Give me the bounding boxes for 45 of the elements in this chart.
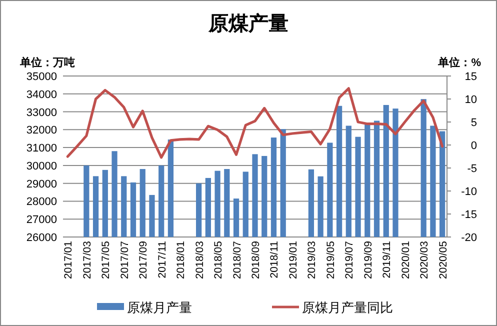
y-tick-label: 35000 bbox=[26, 71, 57, 83]
x-tick-label: 2018/11 bbox=[268, 240, 281, 278]
x-tick-label: 2017/05 bbox=[100, 240, 112, 279]
x-tick-label: 2017/03 bbox=[81, 240, 94, 279]
y2-tick-label: 0 bbox=[470, 140, 477, 152]
y2-tick-label: 15 bbox=[464, 71, 477, 83]
y2-tick-label: -10 bbox=[461, 186, 477, 198]
line-series bbox=[66, 87, 444, 159]
y2-tick-label: -5 bbox=[467, 163, 477, 175]
x-tick-label: 2020/01 bbox=[400, 240, 412, 279]
x-tick-label: 2019/07 bbox=[344, 240, 356, 279]
x-tick-label: 2017/07 bbox=[118, 240, 131, 279]
x-tick-label: 2020/05 bbox=[437, 240, 450, 279]
y-tick-label: 33000 bbox=[26, 106, 57, 119]
y-tick-label: 28000 bbox=[26, 196, 57, 208]
x-tick-label: 2017/11 bbox=[156, 240, 168, 278]
x-tick-label: 2017/09 bbox=[138, 240, 150, 279]
y-tick-label: 31000 bbox=[26, 142, 57, 155]
x-tick-label: 2019/03 bbox=[306, 240, 318, 279]
x-tick-label: 2018/03 bbox=[194, 240, 206, 279]
y-tick-label: 30000 bbox=[26, 160, 57, 172]
x-tick-label: 2018/07 bbox=[231, 240, 244, 279]
y2-tick-label: 10 bbox=[464, 94, 477, 106]
y2-axis-title: 单位：% bbox=[437, 56, 482, 69]
x-tick-label: 2019/09 bbox=[362, 240, 374, 279]
x-tick-label: 2019/05 bbox=[324, 240, 337, 279]
x-tick-label: 2020/03 bbox=[418, 240, 431, 279]
x-tick-label: 2018/01 bbox=[175, 240, 188, 279]
y-axis-title: 单位：万吨 bbox=[19, 56, 75, 69]
x-tick-label: 2019/11 bbox=[381, 240, 394, 278]
x-tick-label: 2018/09 bbox=[250, 240, 262, 279]
y2-tick-label: -20 bbox=[461, 232, 477, 244]
y-tick-label: 29000 bbox=[26, 178, 57, 190]
x-tick-label: 2017/01 bbox=[62, 240, 75, 279]
y-tick-label: 34000 bbox=[26, 88, 57, 101]
chart-title: 原煤产量 bbox=[208, 12, 288, 35]
y2-tick-label: -15 bbox=[461, 209, 477, 221]
y2-tick-label: 5 bbox=[470, 117, 477, 129]
legend-label: 原煤月产量同比 bbox=[302, 300, 393, 315]
x-tick-label: 2018/05 bbox=[212, 240, 225, 279]
x-tick-label: 2019/01 bbox=[287, 240, 300, 279]
legend-label: 原煤月产量 bbox=[127, 300, 192, 315]
y-tick-label: 27000 bbox=[26, 214, 57, 226]
y-tick-label: 32000 bbox=[26, 124, 57, 137]
y-tick-label: 26000 bbox=[26, 232, 57, 244]
